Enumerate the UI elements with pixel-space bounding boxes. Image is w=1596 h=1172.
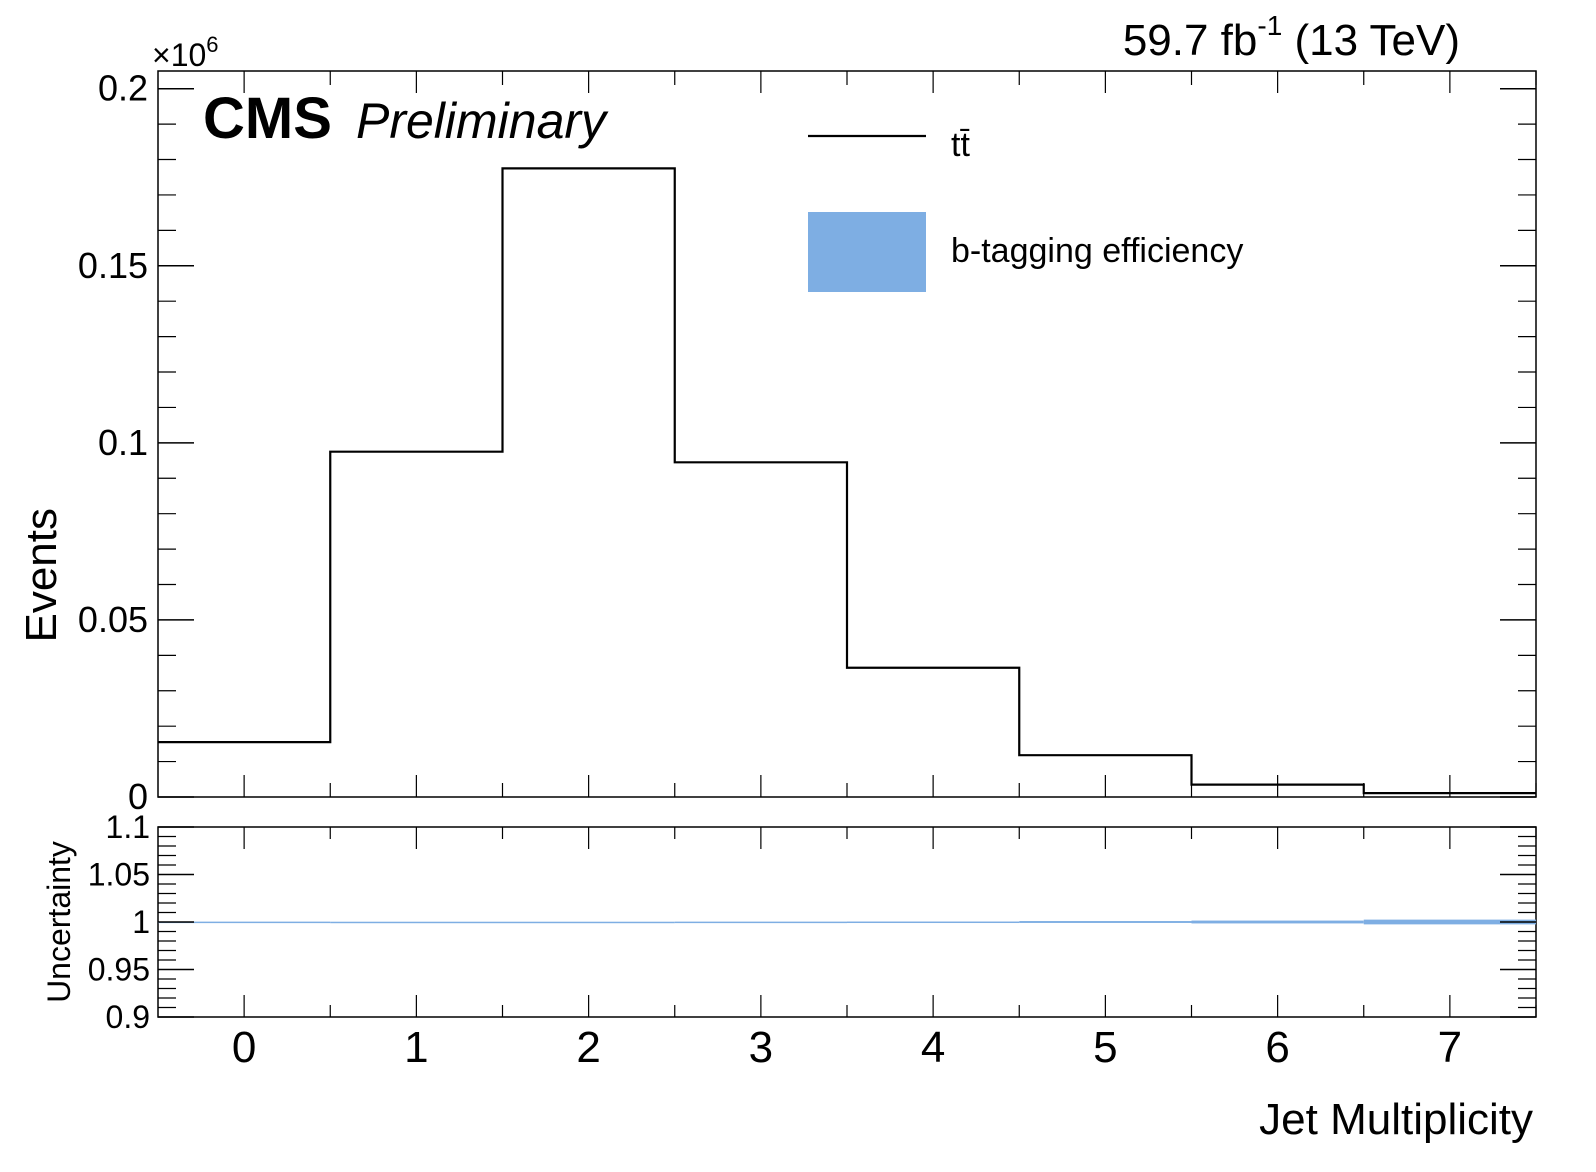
btag-band-bin — [1019, 921, 1192, 923]
x-tick-label: 2 — [576, 1023, 600, 1072]
x-tick-label: 4 — [921, 1023, 945, 1072]
cms-label: CMS — [203, 86, 332, 151]
btag-band-bin — [502, 921, 675, 924]
lumi-value: 59.7 fb — [1123, 16, 1258, 65]
legend: tt̄ b-tagging efficiency — [808, 126, 1243, 292]
btag-band-bin — [674, 921, 847, 924]
energy-value: (13 TeV) — [1282, 16, 1460, 65]
main-y-tick-label: 0.05 — [78, 599, 148, 640]
ratio-y-tick-label: 1.05 — [88, 857, 150, 893]
ratio-axis-ticks — [158, 826, 1537, 1018]
ratio-y-axis-title: Uncertainty — [41, 841, 77, 1003]
btag-band-bin — [158, 921, 331, 924]
main-y-axis-title: Events — [17, 508, 66, 643]
x-tick-label: 5 — [1093, 1023, 1117, 1072]
y-scale-power: 6 — [206, 32, 218, 57]
x-tick-label: 0 — [232, 1023, 256, 1072]
main-axis-ticks — [158, 71, 1537, 798]
legend-btag-label: b-tagging efficiency — [951, 232, 1243, 270]
ratio-y-tick-labels: 0.9 0.95 1 1.05 1.1 — [88, 809, 150, 1035]
x-tick-label: 3 — [749, 1023, 773, 1072]
x-tick-label: 1 — [404, 1023, 428, 1072]
main-y-tick-labels: 0 0.05 0.1 0.15 0.2 — [78, 68, 148, 817]
preliminary-label: Preliminary — [356, 93, 609, 149]
btag-band-bin — [1191, 920, 1364, 924]
legend-ttbar-label: tt̄ — [951, 126, 970, 164]
ratio-y-tick-label: 1 — [132, 904, 150, 940]
y-scale-factor: ×106 — [152, 32, 219, 73]
ratio-y-tick-label: 1.1 — [106, 809, 150, 845]
main-plot-frame — [157, 70, 1537, 798]
x-tick-labels: 0 1 2 3 4 5 6 7 — [232, 1023, 1462, 1072]
main-y-tick-label: 0 — [128, 776, 148, 817]
ratio-y-tick-label: 0.9 — [106, 999, 150, 1035]
ratio-y-tick-label: 0.95 — [88, 952, 150, 988]
btag-band-bin — [1363, 919, 1536, 925]
x-tick-label: 7 — [1438, 1023, 1462, 1072]
main-y-tick-label: 0.1 — [98, 422, 148, 463]
y-scale-base: ×10 — [152, 37, 206, 73]
btag-uncertainty-band — [158, 919, 1536, 925]
legend-btag-swatch — [808, 212, 926, 292]
btag-band-bin — [847, 921, 1020, 924]
lumi-label: 59.7 fb-1 (13 TeV) — [1123, 10, 1460, 65]
btag-band-bin — [330, 921, 503, 924]
main-y-tick-label: 0.2 — [98, 68, 148, 109]
x-axis-title: Jet Multiplicity — [1259, 1095, 1533, 1144]
ttbar-histogram — [158, 167, 1536, 795]
x-tick-label: 6 — [1265, 1023, 1289, 1072]
lumi-unit-exponent: -1 — [1257, 10, 1282, 41]
main-y-tick-label: 0.15 — [78, 245, 148, 286]
